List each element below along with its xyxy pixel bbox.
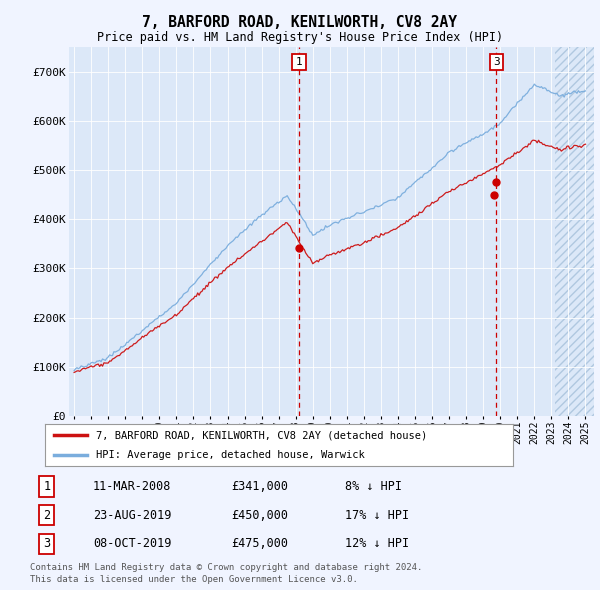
Text: 8% ↓ HPI: 8% ↓ HPI: [345, 480, 402, 493]
Text: 17% ↓ HPI: 17% ↓ HPI: [345, 509, 409, 522]
Text: 08-OCT-2019: 08-OCT-2019: [93, 537, 172, 550]
Text: 3: 3: [493, 57, 500, 67]
Text: 23-AUG-2019: 23-AUG-2019: [93, 509, 172, 522]
Bar: [555, 22, 600, 416]
Text: 3: 3: [43, 537, 50, 550]
Text: HPI: Average price, detached house, Warwick: HPI: Average price, detached house, Warw…: [97, 450, 365, 460]
Text: 1: 1: [43, 480, 50, 493]
Text: This data is licensed under the Open Government Licence v3.0.: This data is licensed under the Open Gov…: [30, 575, 358, 584]
Text: Price paid vs. HM Land Registry's House Price Index (HPI): Price paid vs. HM Land Registry's House …: [97, 31, 503, 44]
Text: 7, BARFORD ROAD, KENILWORTH, CV8 2AY: 7, BARFORD ROAD, KENILWORTH, CV8 2AY: [143, 15, 458, 30]
Text: 1: 1: [296, 57, 302, 67]
Text: 11-MAR-2008: 11-MAR-2008: [93, 480, 172, 493]
Text: £475,000: £475,000: [231, 537, 288, 550]
Text: Contains HM Land Registry data © Crown copyright and database right 2024.: Contains HM Land Registry data © Crown c…: [30, 563, 422, 572]
Text: 12% ↓ HPI: 12% ↓ HPI: [345, 537, 409, 550]
Text: 7, BARFORD ROAD, KENILWORTH, CV8 2AY (detached house): 7, BARFORD ROAD, KENILWORTH, CV8 2AY (de…: [97, 430, 428, 440]
Text: £450,000: £450,000: [231, 509, 288, 522]
Text: £341,000: £341,000: [231, 480, 288, 493]
Text: 2: 2: [43, 509, 50, 522]
